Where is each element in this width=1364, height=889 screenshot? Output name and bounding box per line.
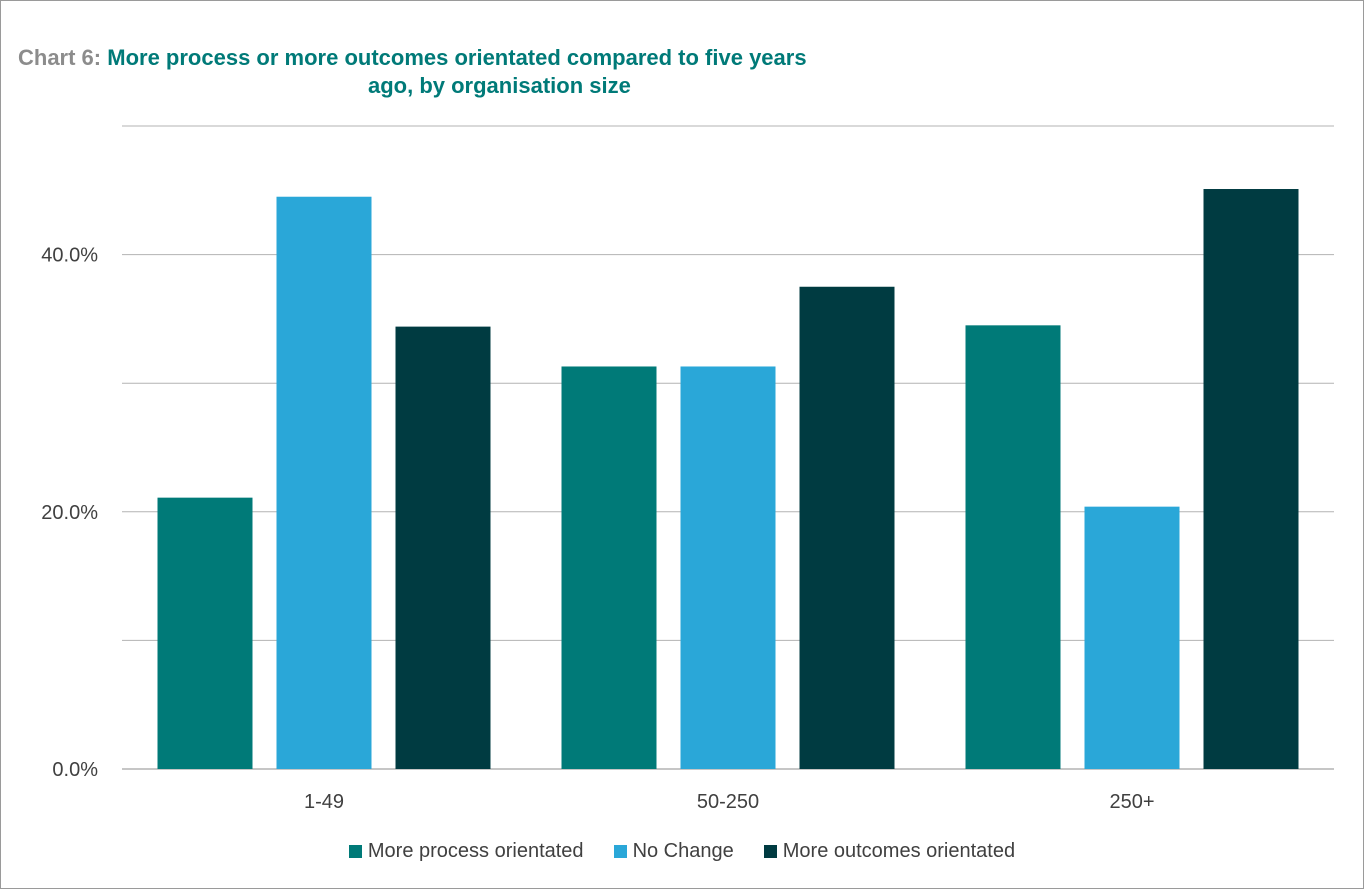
bar (799, 286, 895, 769)
legend-swatch (348, 845, 362, 858)
legend-label: More outcomes orientated (782, 840, 1016, 862)
legend: More process orientated No Change More out… (0, 840, 1364, 863)
legend-label: No Change (632, 840, 734, 862)
bar (965, 325, 1061, 769)
chart-title-prefix: Chart 6: (18, 45, 102, 70)
legend-item: No Change (613, 840, 734, 863)
y-tick-label: 0.0% (52, 759, 98, 781)
bar (157, 497, 253, 769)
legend-swatch (763, 845, 777, 858)
x-tick-label: 1-49 (304, 791, 344, 813)
bar (1084, 506, 1180, 769)
legend-item: More process orientated (348, 840, 584, 863)
y-axis: 0.0% 20.0% 40.0% (41, 245, 98, 781)
bar (561, 366, 657, 769)
bar (680, 366, 776, 769)
y-tick-label: 40.0% (41, 245, 98, 267)
chart-title-line1: More process or more outcomes orientated… (107, 45, 807, 70)
legend-label: More process orientated (367, 840, 584, 862)
bar (1203, 189, 1299, 769)
chart-title: Chart 6: More process or more outcomes o… (18, 44, 1118, 98)
x-tick-label: 250+ (1109, 791, 1154, 813)
x-tick-label: 50-250 (697, 791, 759, 813)
y-tick-label: 20.0% (41, 502, 98, 524)
legend-item: More outcomes orientated (763, 840, 1016, 863)
bars (157, 189, 1299, 770)
chart-title-line2: ago, by organisation size (368, 73, 631, 98)
x-axis: 1-49 50-250 250+ (304, 791, 1155, 813)
legend-swatch (613, 845, 627, 858)
bar (395, 326, 491, 769)
bar (276, 196, 372, 770)
